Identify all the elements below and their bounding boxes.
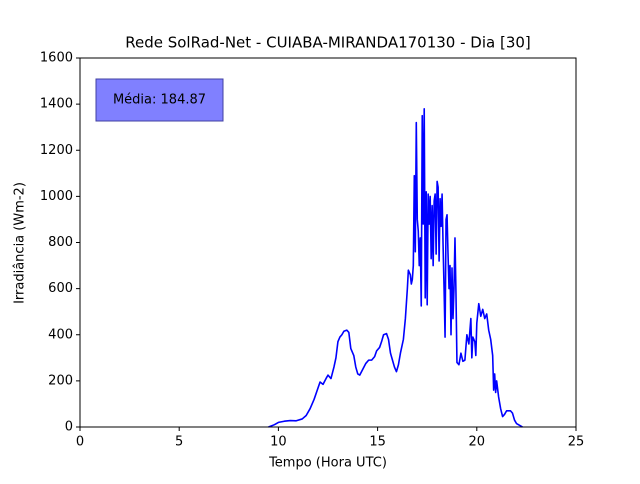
y-tick-label: 1000 — [40, 189, 73, 204]
annotation-box — [95, 78, 224, 122]
plot-frame — [79, 57, 577, 428]
x-tick-label: 25 — [568, 435, 585, 450]
x-tick-label: 5 — [175, 435, 183, 450]
y-tick-label: 1600 — [40, 51, 73, 66]
y-tick-label: 400 — [48, 327, 73, 342]
annotation: Média: 184.87 — [113, 93, 206, 108]
x-tick-label: 15 — [369, 435, 386, 450]
x-tick-label: 20 — [469, 435, 486, 450]
chart-title: Rede SolRad-Net - CUIABA-MIRANDA170130 -… — [125, 34, 531, 52]
y-tick-label: 1200 — [40, 143, 73, 158]
x-tick-label: 0 — [76, 435, 84, 450]
x-axis-label: Tempo (Hora UTC) — [268, 456, 387, 471]
y-tick-label: 200 — [48, 373, 73, 388]
data-line — [268, 107, 523, 428]
y-tick-label: 600 — [48, 281, 73, 296]
x-tick-label: 10 — [270, 435, 287, 450]
y-axis-label: Irradiância (Wm-2) — [13, 182, 28, 304]
y-tick-label: 0 — [65, 420, 73, 435]
y-tick-label: 800 — [48, 235, 73, 250]
y-tick-label: 1400 — [40, 97, 73, 112]
